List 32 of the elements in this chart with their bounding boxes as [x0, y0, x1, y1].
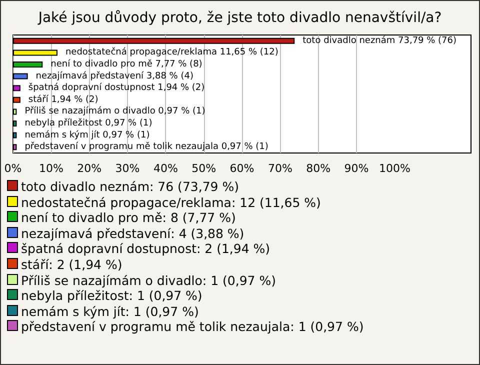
x-tick-label: 30%: [115, 162, 140, 175]
category-label: Příliš se nazajímám o divadlo 0,97 % (1): [24, 106, 206, 117]
x-tick-label: 40%: [153, 162, 178, 175]
x-tick-label: 60%: [230, 162, 254, 175]
category-label: nezajímavá představení 3,88 % (4): [36, 71, 194, 82]
text: nemám s kým jít: 1 (0,97 %): [20, 304, 200, 320]
text: není to divadlo pro mě: 8 (7,77 %): [20, 210, 237, 226]
text: nedostatečná propagace/reklama: 12 (11,65 %): [20, 194, 322, 210]
text: nezajímavá představení: 4 (3,88 %): [20, 226, 246, 242]
category-label: není to divadlo pro mě 7,77 % (8): [50, 60, 202, 70]
x-tick-label: 10%: [38, 162, 64, 175]
x-tick-label: 20%: [77, 162, 102, 175]
x-tick-label: 0%: [4, 162, 22, 175]
category-label: špatná dopravní dostupnost 1,94 % (2): [28, 83, 205, 94]
x-tick-label: 50%: [192, 162, 216, 175]
text: Příliš se nazajímám o divadlo: 1 (0,97 %): [20, 272, 277, 288]
text: představení v programu mě tolik nezaujala: 1 (0,97 %): [20, 319, 364, 335]
category-label: stáří 1,94 % (2): [28, 94, 98, 105]
x-tick-label: 80%: [306, 162, 331, 175]
x-tick-label: 100%: [378, 162, 410, 175]
x-tick-label: 70%: [268, 162, 292, 175]
text: nebyla příležitost: 1 (0,97 %): [20, 288, 204, 304]
text: toto divadlo neznám: 76 (73,79 %): [20, 179, 240, 195]
category-label: nebyla příležitost 0,97 % (1): [24, 118, 152, 128]
category-label: představení v programu mě tolik nezaujala 0,97 % (1): [24, 142, 268, 152]
category-label: nemám s kým jít 0,97 % (1): [24, 130, 150, 140]
chart-title: Jaké jsou důvody proto, že jste toto divadlo nenavštívil/a?: [37, 10, 442, 26]
text: špatná dopravní dostupnost: 2 (1,94 %): [20, 241, 272, 257]
text: stáří: 2 (1,94 %): [20, 256, 124, 273]
x-tick-label: 90%: [344, 162, 369, 175]
category-label: nedostatečná propagace/reklama 11,65 % (12): [65, 48, 278, 58]
category-label: toto divadlo neznám 73,79 % (76): [302, 36, 457, 46]
